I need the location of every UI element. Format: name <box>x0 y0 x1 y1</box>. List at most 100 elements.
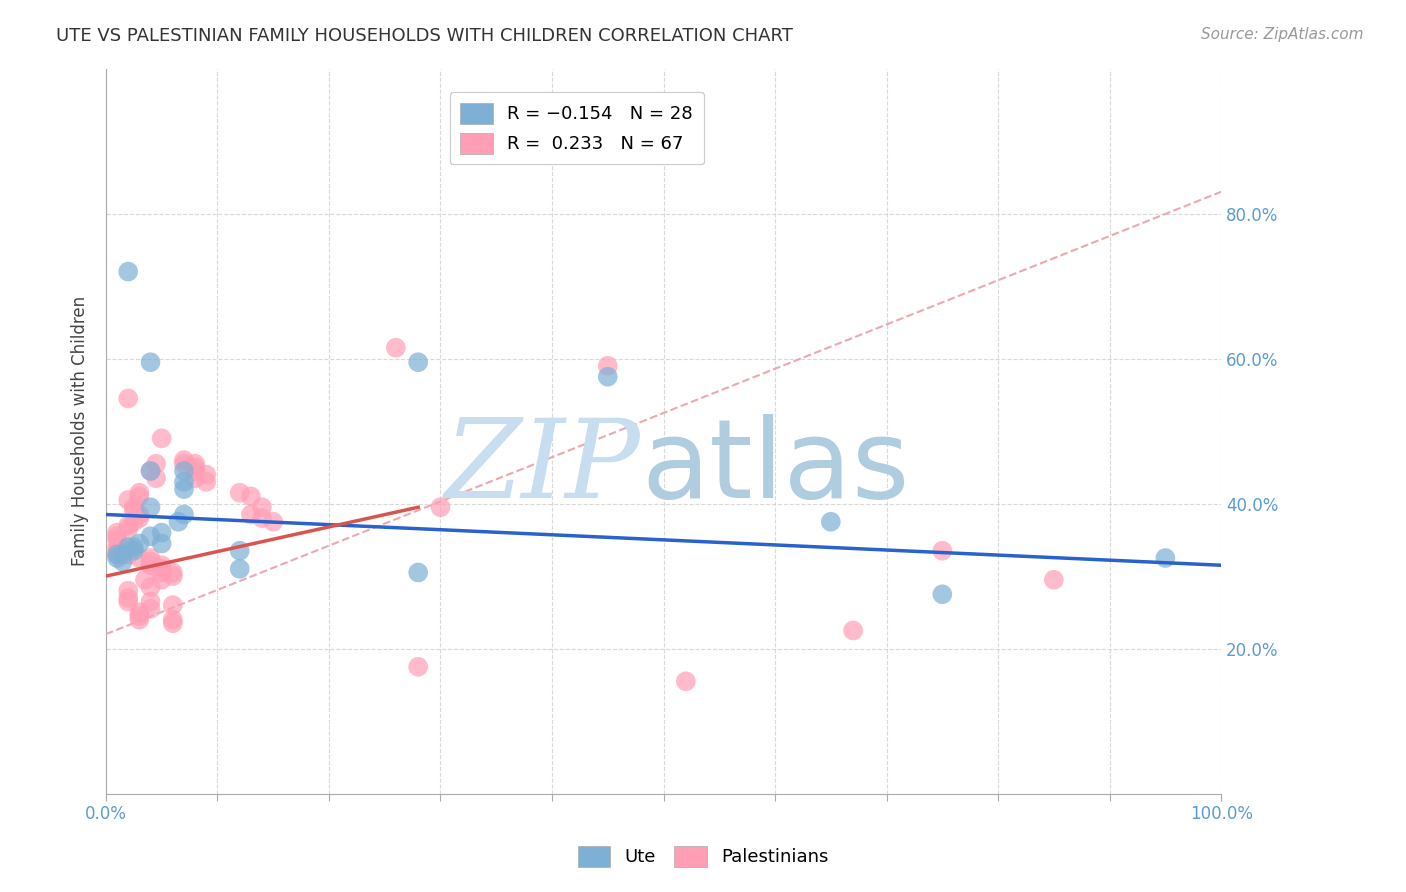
Point <box>117 522 139 536</box>
Point <box>117 540 139 554</box>
Point <box>173 457 195 471</box>
Point <box>229 562 252 576</box>
Point <box>173 508 195 522</box>
Point <box>117 583 139 598</box>
Point <box>128 485 150 500</box>
Y-axis label: Family Households with Children: Family Households with Children <box>72 296 89 566</box>
Point <box>122 540 145 554</box>
Point <box>105 529 128 543</box>
Point <box>385 341 408 355</box>
Point <box>105 547 128 561</box>
Point <box>105 551 128 566</box>
Point <box>139 594 162 608</box>
Point <box>173 475 195 489</box>
Point <box>128 613 150 627</box>
Point <box>162 569 184 583</box>
Point <box>145 471 167 485</box>
Point <box>117 392 139 406</box>
Point <box>117 518 139 533</box>
Point <box>139 464 162 478</box>
Point <box>122 500 145 515</box>
Point <box>150 573 173 587</box>
Point <box>842 624 865 638</box>
Point <box>820 515 842 529</box>
Point <box>117 493 139 508</box>
Point <box>596 359 619 373</box>
Text: ZIP: ZIP <box>446 414 641 521</box>
Point <box>128 536 150 550</box>
Text: UTE VS PALESTINIAN FAMILY HOUSEHOLDS WITH CHILDREN CORRELATION CHART: UTE VS PALESTINIAN FAMILY HOUSEHOLDS WIT… <box>56 27 793 45</box>
Point <box>128 489 150 503</box>
Point <box>128 511 150 525</box>
Point <box>150 536 173 550</box>
Point <box>122 515 145 529</box>
Point <box>406 566 429 580</box>
Point <box>128 551 150 566</box>
Point <box>250 500 273 515</box>
Point <box>139 555 162 569</box>
Point <box>162 616 184 631</box>
Point <box>128 606 150 620</box>
Point <box>229 543 252 558</box>
Point <box>195 475 218 489</box>
Point <box>122 543 145 558</box>
Point <box>173 464 195 478</box>
Point <box>429 500 451 515</box>
Point <box>105 540 128 554</box>
Point <box>150 431 173 445</box>
Point <box>117 547 139 561</box>
Point <box>139 580 162 594</box>
Point <box>150 566 173 580</box>
Point <box>173 482 195 496</box>
Point <box>139 601 162 615</box>
Point <box>105 543 128 558</box>
Text: atlas: atlas <box>641 414 910 521</box>
Legend: R = −0.154   N = 28, R =  0.233   N = 67: R = −0.154 N = 28, R = 0.233 N = 67 <box>450 92 704 164</box>
Point <box>250 511 273 525</box>
Point <box>139 529 162 543</box>
Point <box>931 587 953 601</box>
Point <box>195 467 218 482</box>
Point <box>139 500 162 515</box>
Point <box>117 264 139 278</box>
Point <box>184 460 207 475</box>
Point <box>406 355 429 369</box>
Point <box>229 485 252 500</box>
Point <box>162 613 184 627</box>
Point <box>931 543 953 558</box>
Point <box>173 453 195 467</box>
Point <box>128 609 150 624</box>
Point <box>139 558 162 573</box>
Point <box>145 457 167 471</box>
Point <box>105 525 128 540</box>
Point <box>1154 551 1177 566</box>
Point <box>111 555 134 569</box>
Point <box>150 562 173 576</box>
Point <box>128 508 150 522</box>
Point <box>184 457 207 471</box>
Point <box>150 525 173 540</box>
Point <box>162 598 184 612</box>
Point <box>117 591 139 605</box>
Point <box>262 515 284 529</box>
Point <box>167 515 190 529</box>
Point <box>406 660 429 674</box>
Point <box>111 547 134 561</box>
Point <box>139 355 162 369</box>
Legend: Ute, Palestinians: Ute, Palestinians <box>571 838 835 874</box>
Point <box>162 566 184 580</box>
Point <box>596 369 619 384</box>
Point <box>239 508 262 522</box>
Point <box>239 489 262 503</box>
Point <box>117 594 139 608</box>
Point <box>184 471 207 485</box>
Point <box>122 504 145 518</box>
Point <box>105 533 128 547</box>
Point <box>150 558 173 573</box>
Point <box>184 464 207 478</box>
Point <box>139 464 162 478</box>
Text: Source: ZipAtlas.com: Source: ZipAtlas.com <box>1201 27 1364 42</box>
Point <box>139 551 162 566</box>
Point <box>105 547 128 561</box>
Point <box>1043 573 1066 587</box>
